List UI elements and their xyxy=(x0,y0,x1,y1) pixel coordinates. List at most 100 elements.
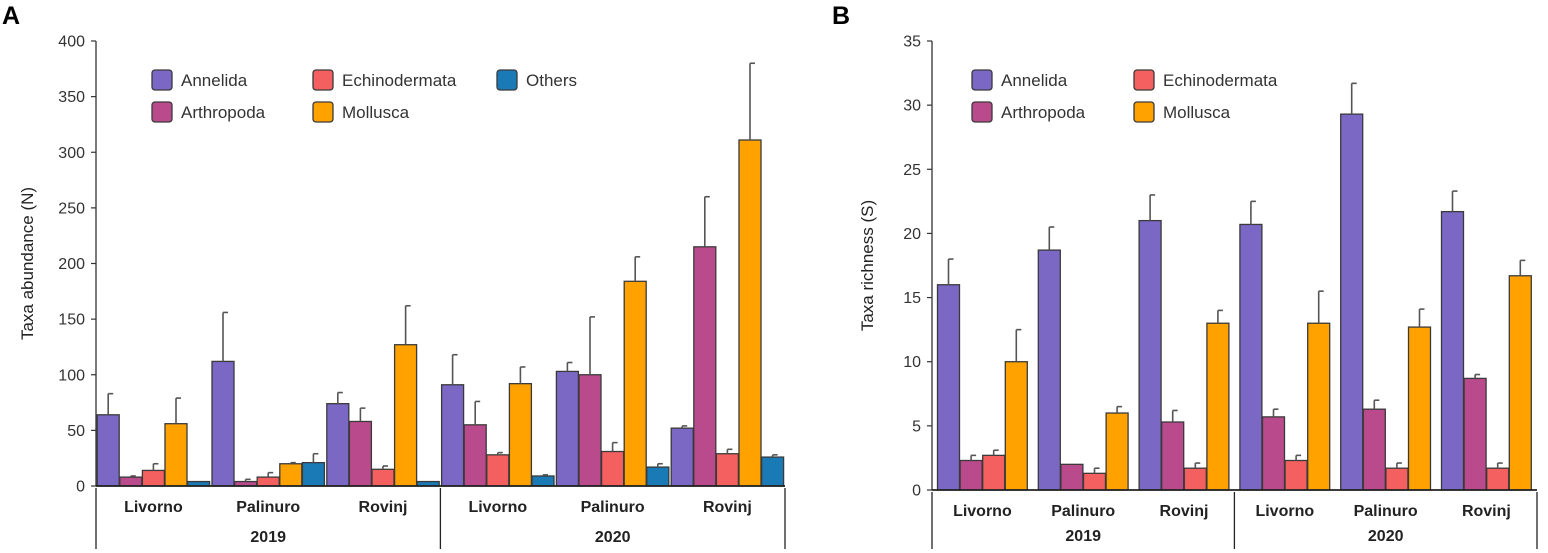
bar-echinodermata xyxy=(1082,472,1107,491)
legend-swatch-echinodermata xyxy=(312,69,334,91)
bar-arthropoda xyxy=(1261,416,1286,491)
legend-label-arthropoda: Arthropoda xyxy=(181,103,266,122)
bar-mollusca xyxy=(393,344,418,487)
bar-mollusca xyxy=(279,463,303,487)
x-year-label: 2020 xyxy=(595,529,631,546)
legend-label-mollusca: Mollusca xyxy=(1163,103,1231,122)
bar-echinodermata xyxy=(1486,467,1510,491)
bar-annelida xyxy=(1138,219,1162,491)
bar-annelida xyxy=(440,384,465,487)
legend-swatch-mollusca xyxy=(1133,101,1155,123)
x-category-label: Livorno xyxy=(124,499,183,516)
bar-annelida xyxy=(1340,113,1364,491)
bar-echinodermata xyxy=(1284,459,1308,491)
bar-annelida xyxy=(1440,210,1465,491)
y-tick-label: 15 xyxy=(903,290,921,307)
y-tick-label: 400 xyxy=(58,34,85,51)
bar-echinodermata xyxy=(715,453,740,487)
x-category-label: Rovinj xyxy=(1462,503,1511,520)
y-tick-label: 20 xyxy=(903,226,921,243)
bar-others xyxy=(760,456,785,487)
bar-arthropoda xyxy=(1362,408,1386,491)
y-tick-label: 300 xyxy=(58,145,85,162)
x-year-label: 2019 xyxy=(1065,528,1101,545)
bar-annelida xyxy=(326,403,350,487)
bar-mollusca xyxy=(1105,412,1129,491)
bar-mollusca xyxy=(623,280,647,487)
legend-label-annelida: Annelida xyxy=(181,71,248,90)
x-category-label: Palinuro xyxy=(236,499,300,516)
bar-echinodermata xyxy=(1385,467,1409,491)
bar-mollusca xyxy=(1307,322,1331,491)
bar-arthropoda xyxy=(119,476,143,487)
bar-others xyxy=(531,475,555,487)
bar-others xyxy=(301,461,326,487)
x-category-label: Rovinj xyxy=(359,499,408,516)
bar-arthropoda xyxy=(693,246,717,487)
bar-others xyxy=(646,466,670,487)
y-tick-label: 10 xyxy=(903,354,921,371)
y-tick-label: 5 xyxy=(912,418,921,435)
legend-label-others: Others xyxy=(526,71,577,90)
x-category-label: Palinuro xyxy=(581,499,645,516)
x-category-label: Livorno xyxy=(953,503,1012,520)
legend-swatch-arthropoda xyxy=(151,101,173,123)
bar-mollusca xyxy=(1206,322,1230,491)
legend-swatch-annelida xyxy=(971,69,993,91)
bar-annelida xyxy=(96,414,120,487)
bar-echinodermata xyxy=(371,468,395,487)
bar-mollusca xyxy=(1508,275,1532,491)
panel-label: B xyxy=(832,2,850,30)
x-category-label: Livorno xyxy=(1255,503,1314,520)
y-tick-label: 30 xyxy=(903,98,921,115)
y-tick-label: 250 xyxy=(58,200,85,217)
bar-arthropoda xyxy=(463,424,487,487)
legend-swatch-arthropoda xyxy=(971,101,993,123)
x-category-label: Palinuro xyxy=(1354,503,1418,520)
x-category-label: Rovinj xyxy=(703,499,752,516)
y-tick-label: 25 xyxy=(903,162,921,179)
legend-label-arthropoda: Arthropoda xyxy=(1001,103,1086,122)
bar-echinodermata xyxy=(141,469,166,487)
bar-arthropoda xyxy=(1463,377,1487,491)
panel-b-richness-chart: B 0 5 10 15 20 25 30 35 Taxa richness (S) Livorno P… xyxy=(832,2,1538,549)
y-tick-label: 0 xyxy=(912,483,921,500)
bar-arthropoda xyxy=(959,459,983,491)
bar-annelida xyxy=(1239,223,1263,491)
bar-mollusca xyxy=(508,382,533,487)
bar-echinodermata xyxy=(256,476,280,487)
bar-arthropoda xyxy=(578,374,602,487)
legend-label-echinodermata: Echinodermata xyxy=(1163,71,1278,90)
panel-a-abundance-chart: A 0 50 100 150 200 250 300 350 400 Taxa abundance … xyxy=(2,2,786,549)
x-category-label: Livorno xyxy=(468,499,527,516)
bar-arthropoda xyxy=(1161,421,1185,491)
y-tick-label: 0 xyxy=(76,479,85,496)
bar-echinodermata xyxy=(982,454,1006,491)
bar-echinodermata xyxy=(600,450,625,487)
y-tick-label: 150 xyxy=(58,312,85,329)
x-year-label: 2019 xyxy=(250,529,286,546)
y-tick-label: 50 xyxy=(67,423,85,440)
bar-annelida xyxy=(555,370,580,487)
legend-swatch-annelida xyxy=(151,69,173,91)
bar-annelida xyxy=(211,360,235,487)
y-tick-label: 200 xyxy=(58,256,85,273)
bar-annelida xyxy=(670,427,694,487)
x-category-label: Rovinj xyxy=(1160,503,1209,520)
bar-mollusca xyxy=(738,139,762,487)
panel-label: A xyxy=(2,2,20,30)
y-tick-label: 35 xyxy=(903,34,921,51)
y-tick-label: 100 xyxy=(58,367,85,384)
x-year-label: 2020 xyxy=(1368,528,1404,545)
legend-label-annelida: Annelida xyxy=(1001,71,1068,90)
legend-label-echinodermata: Echinodermata xyxy=(342,71,457,90)
bar-annelida xyxy=(936,284,961,491)
bar-arthropoda xyxy=(348,420,373,487)
y-tick-label: 350 xyxy=(58,89,85,106)
legend-swatch-echinodermata xyxy=(1133,69,1155,91)
legend-swatch-mollusca xyxy=(312,101,334,123)
y-axis-title: Taxa abundance (N) xyxy=(18,187,37,340)
bar-arthropoda xyxy=(1060,463,1084,491)
legend-swatch-others xyxy=(496,69,518,91)
